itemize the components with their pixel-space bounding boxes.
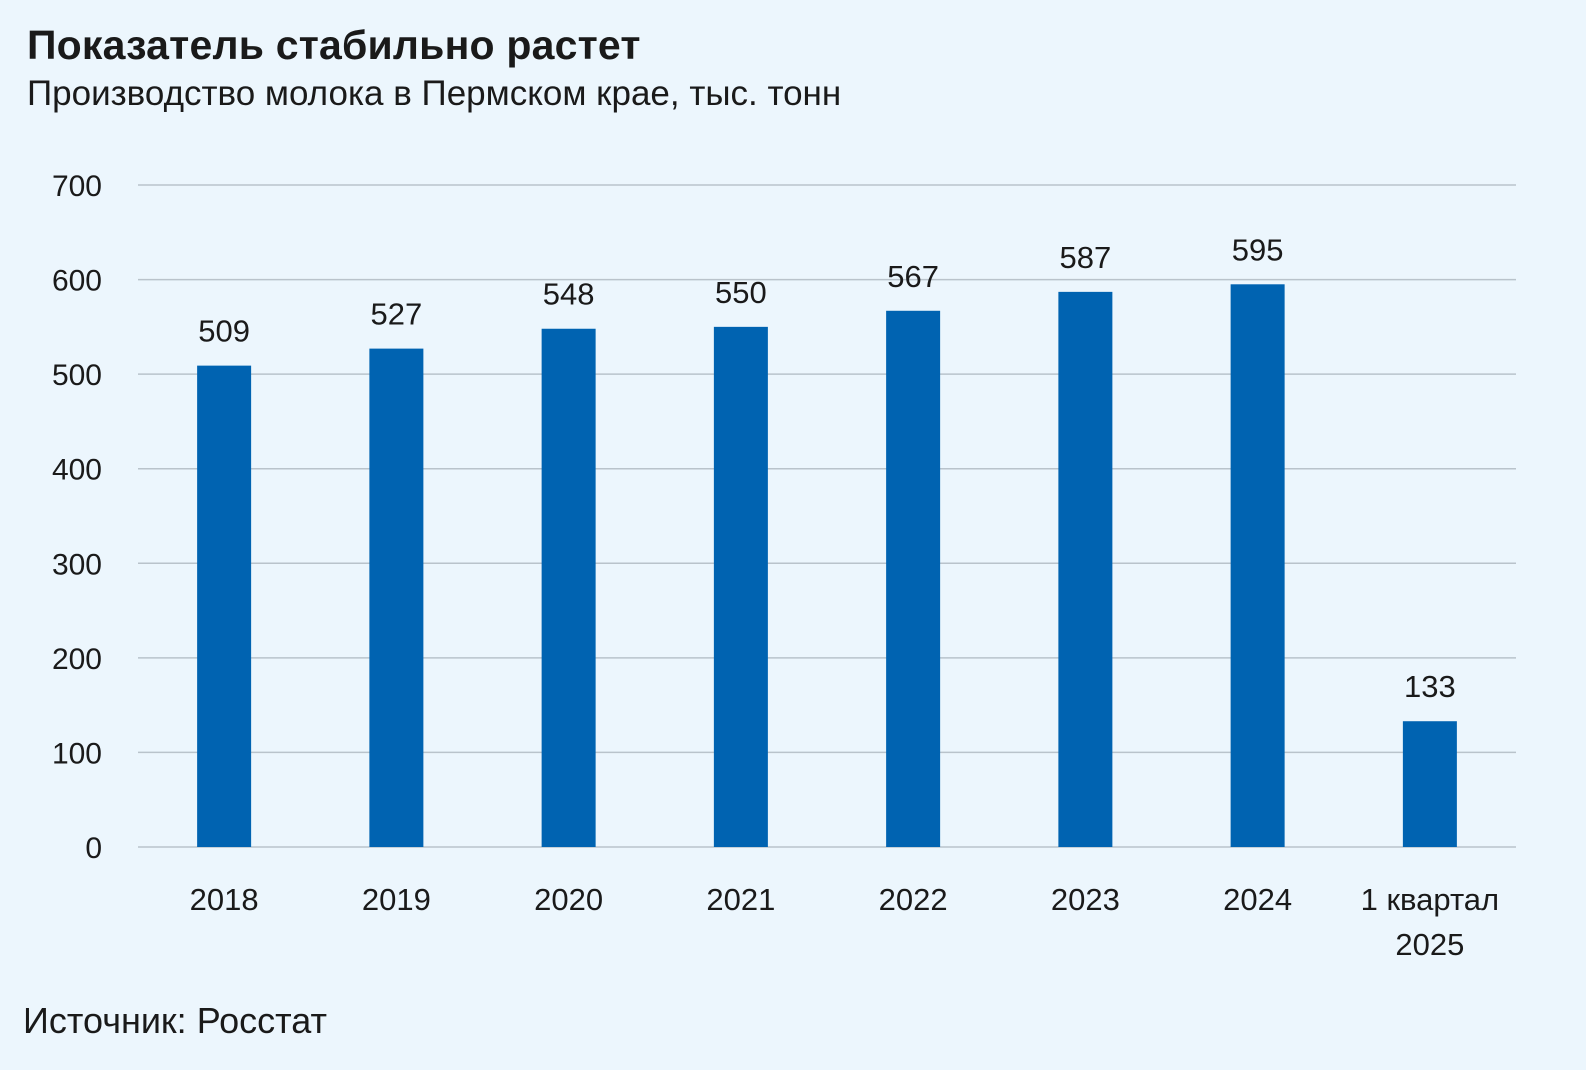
x-category-label: 2020 (534, 882, 603, 917)
bar-2 (541, 328, 596, 848)
y-tick-label: 700 (52, 170, 102, 203)
data-label: 509 (198, 314, 250, 349)
bar-4 (886, 310, 941, 847)
y-tick-label: 600 (52, 265, 102, 298)
x-category-label: 2022 (879, 882, 948, 917)
x-category-label: 1 квартал (1361, 882, 1500, 917)
x-category-label: 2024 (1223, 882, 1292, 917)
y-tick-label: 500 (52, 359, 102, 392)
bar-7 (1402, 721, 1457, 847)
y-axis-ticks: 0 100 200 300 400 500 600 700 (52, 170, 102, 865)
chart-title: Показатель стабильно растет (27, 22, 641, 68)
x-category-label: 2021 (706, 882, 775, 917)
bar-0 (197, 365, 252, 847)
bar-3 (713, 326, 768, 847)
y-tick-label: 400 (52, 454, 102, 487)
bar-5 (1058, 291, 1113, 847)
source-note: Источник: Росстат (23, 1000, 327, 1041)
data-label: 595 (1232, 232, 1284, 267)
data-label: 548 (543, 277, 595, 312)
data-label: 550 (715, 275, 767, 310)
x-category-label: 2018 (190, 882, 259, 917)
x-category-label: 2023 (1051, 882, 1120, 917)
y-tick-label: 300 (52, 548, 102, 581)
x-axis-categories: 2018 2019 2020 2021 2022 2023 2024 1 квартал 202… (190, 882, 1500, 962)
x-category-label: 2019 (362, 882, 431, 917)
gridlines (138, 184, 1516, 848)
data-label: 527 (371, 297, 423, 332)
y-tick-label: 0 (85, 832, 102, 865)
y-tick-label: 200 (52, 643, 102, 676)
data-label: 133 (1404, 669, 1456, 704)
data-label: 587 (1060, 240, 1112, 275)
x-category-label: 2025 (1395, 927, 1464, 962)
data-labels: 509 527 548 550 567 587 595 133 (198, 232, 1455, 704)
bar-6 (1230, 284, 1285, 847)
chart-subtitle: Производство молока в Пермском крае, тыс… (27, 74, 842, 113)
y-tick-label: 100 (52, 737, 102, 770)
data-label: 567 (887, 259, 939, 294)
bar-1 (369, 348, 424, 847)
bars (197, 284, 1457, 848)
